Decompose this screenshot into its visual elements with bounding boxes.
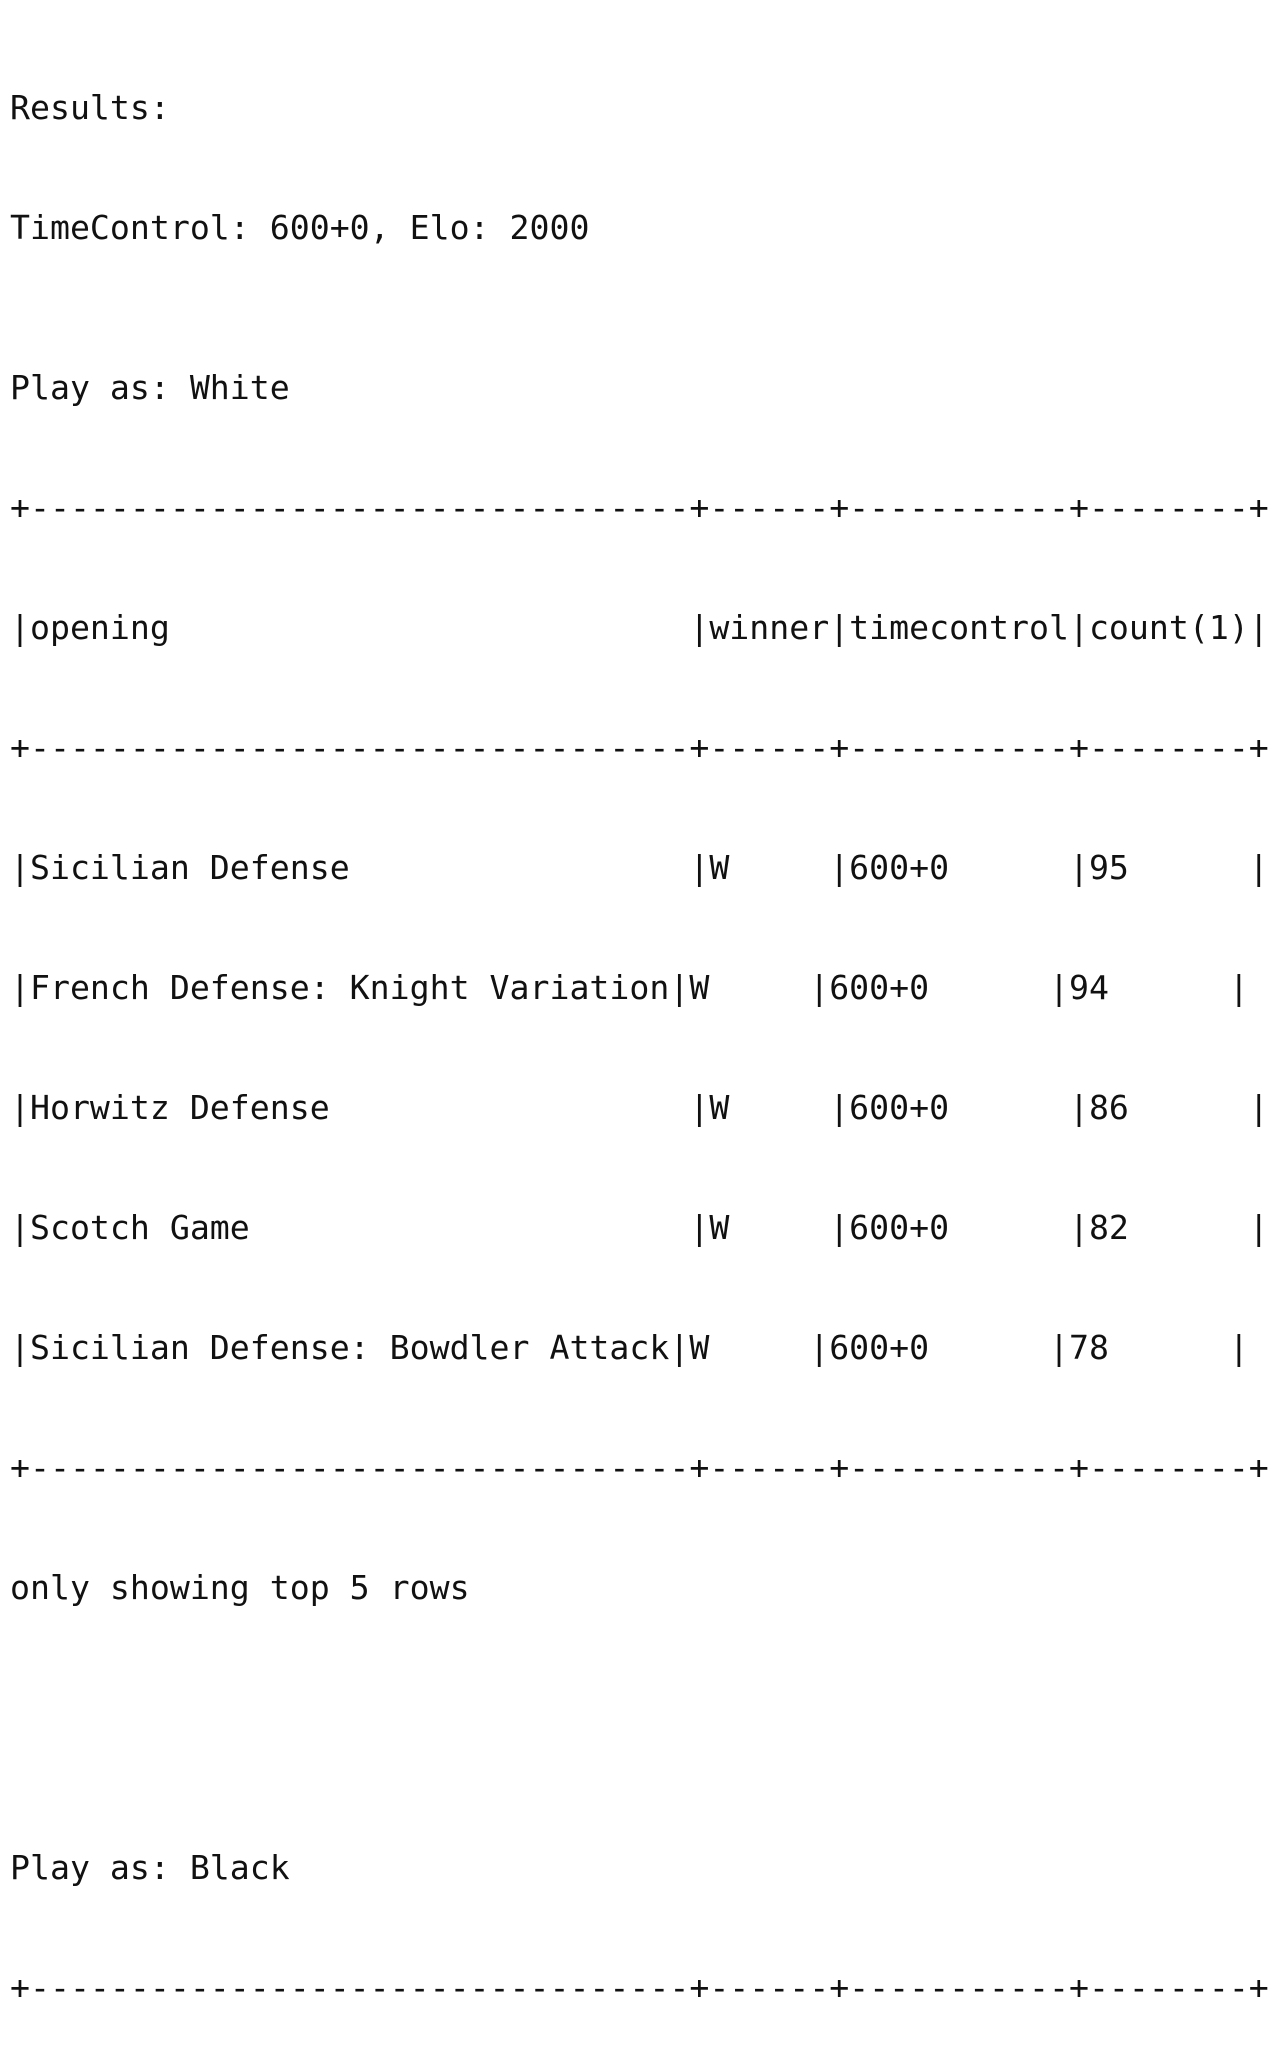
results-label: Results: — [10, 88, 170, 127]
black-table-border-top: +---------------------------------+-----… — [10, 1968, 1269, 2007]
white-table-header-row: |opening |winner|timecontrol|count(1)| — [10, 608, 1269, 647]
white-heading: Play as: White — [10, 368, 290, 407]
white-table-row: |French Defense: Knight Variation|W |600… — [10, 968, 1249, 1007]
console-output: Results: TimeControl: 600+0, Elo: 2000 P… — [10, 8, 1269, 2072]
white-table-border-bottom: +---------------------------------+-----… — [10, 1448, 1269, 1487]
white-table-border-mid: +---------------------------------+-----… — [10, 728, 1269, 767]
white-table-footer: only showing top 5 rows — [10, 1568, 470, 1607]
white-table-row: |Sicilian Defense: Bowdler Attack|W |600… — [10, 1328, 1249, 1367]
blank-line — [10, 1688, 1269, 1728]
white-table-row: |Sicilian Defense |W |600+0 |95 | — [10, 848, 1269, 887]
white-table-border-top: +---------------------------------+-----… — [10, 488, 1269, 527]
time-control-line: TimeControl: 600+0, Elo: 2000 — [10, 208, 590, 247]
white-table-row: |Horwitz Defense |W |600+0 |86 | — [10, 1088, 1269, 1127]
white-table-row: |Scotch Game |W |600+0 |82 | — [10, 1208, 1269, 1247]
black-heading: Play as: Black — [10, 1848, 290, 1887]
